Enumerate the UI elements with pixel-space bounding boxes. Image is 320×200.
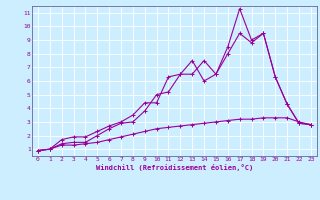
X-axis label: Windchill (Refroidissement éolien,°C): Windchill (Refroidissement éolien,°C)	[96, 164, 253, 171]
